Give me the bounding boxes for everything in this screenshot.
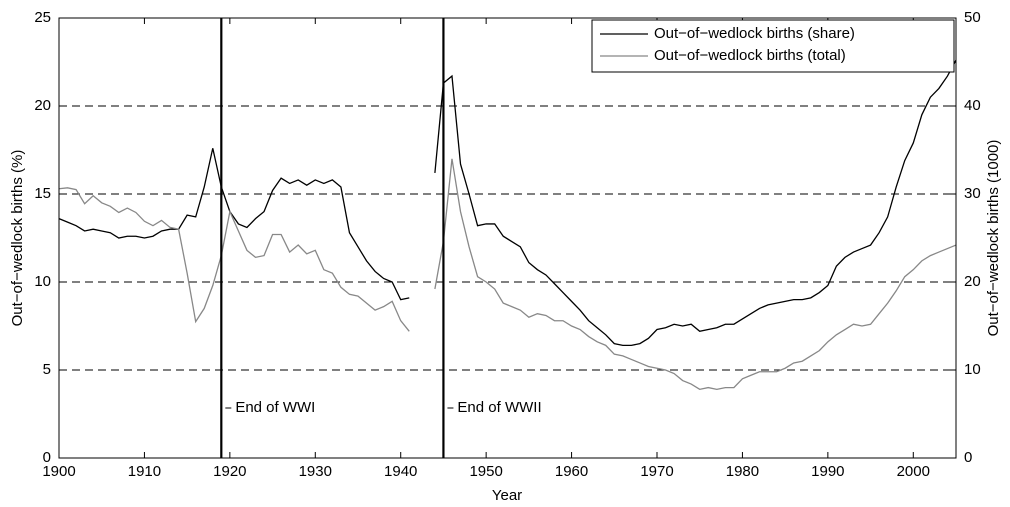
y-tick-label: 20 (34, 97, 51, 114)
y2-tick-label: 50 (964, 9, 981, 26)
x-tick-label: 1970 (640, 463, 673, 480)
y2-tick-label: 0 (964, 449, 972, 466)
y-tick-label: 5 (43, 361, 51, 378)
x-axis-label: Year (492, 487, 522, 504)
event-label: End of WWII (457, 399, 541, 416)
y-axis-label: Out−of−wedlock births (%) (9, 150, 26, 327)
x-tick-label: 1930 (299, 463, 332, 480)
series-line (58, 158, 957, 391)
y-tick-label: 10 (34, 273, 51, 290)
x-tick-label: 1990 (811, 463, 844, 480)
legend-label: Out−of−wedlock births (share) (654, 25, 855, 42)
y-tick-label: 15 (34, 185, 51, 202)
y-tick-label: 0 (43, 449, 51, 466)
x-tick-label: 1900 (42, 463, 75, 480)
x-tick-label: 1960 (555, 463, 588, 480)
y-tick-label: 25 (34, 9, 51, 26)
x-tick-label: 2000 (897, 463, 930, 480)
x-tick-label: 1950 (469, 463, 502, 480)
x-tick-label: 1920 (213, 463, 246, 480)
y2-tick-label: 20 (964, 273, 981, 290)
y2-tick-label: 40 (964, 97, 981, 114)
x-tick-label: 1940 (384, 463, 417, 480)
event-label: End of WWI (235, 399, 315, 416)
y2-tick-label: 10 (964, 361, 981, 378)
y2-tick-label: 30 (964, 185, 981, 202)
series-line (58, 59, 957, 347)
legend-box (591, 19, 955, 73)
plot-frame (58, 17, 957, 459)
x-tick-label: 1910 (128, 463, 161, 480)
legend-label: Out−of−wedlock births (total) (654, 47, 846, 64)
x-tick-label: 1980 (726, 463, 759, 480)
y2-axis-label: Out−of−wedlock births (1000) (985, 140, 1002, 337)
